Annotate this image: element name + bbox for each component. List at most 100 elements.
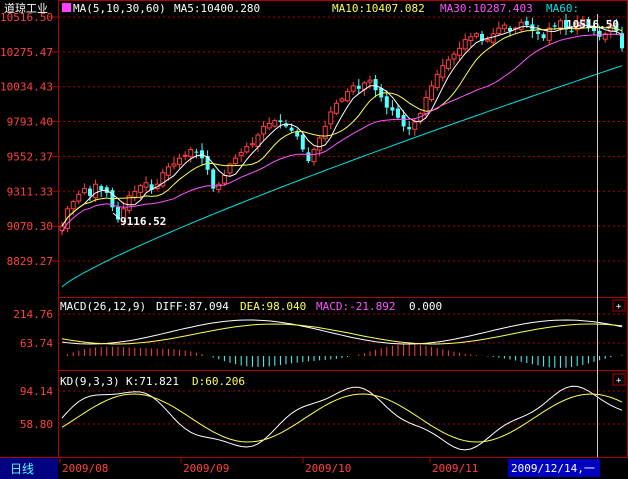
period-button-label: 日线 [10,462,34,476]
x-tick-label: 2009/10 [305,462,351,475]
candle-down [586,18,591,29]
candle-up [65,208,71,229]
candle-down [373,79,378,91]
candle-up [81,188,87,194]
candle-down [300,134,305,150]
candle-up [182,154,188,157]
kd-title: KD(9,3,3) [60,375,120,388]
y-tick-label: 10034.43 [0,81,53,94]
candle-up [261,125,267,135]
candle-up [177,157,183,165]
ma30-line [61,33,623,233]
candle-down [407,127,412,130]
index-name: 道琼工业 [4,1,48,15]
y-tick-label: 58.80 [20,418,53,431]
ma60-line [61,65,623,288]
candle-down [384,96,389,108]
candle-up [445,59,451,69]
candle-up [473,33,479,37]
candle-down [88,188,92,196]
candle-up [137,185,143,193]
candle-up [557,20,563,29]
candle-down [620,33,624,49]
candle-down [194,151,199,153]
candle-up [468,36,474,42]
candle-down [278,120,283,123]
macd-diff-line [61,319,623,345]
candle-down [480,33,484,42]
candle-down [401,114,406,127]
plus-icon: + [616,302,622,312]
candle-up [434,73,440,89]
candle-up [70,201,76,210]
candle-up [126,195,132,211]
candle-up [165,166,171,176]
candle-up [255,134,261,147]
candle-up [317,137,323,151]
y-tick-label: 9311.33 [7,185,53,198]
macd-dea: DEA:98.040 [240,300,306,313]
candle-up [93,183,99,199]
candle-down [597,30,602,37]
y-tick-label: 8829.27 [7,255,53,268]
candle-up [367,79,373,83]
candle-up [333,102,339,114]
macd-expand-button[interactable]: + [612,299,626,312]
y-tick-label: 63.74 [20,337,53,350]
candle-up [457,47,463,56]
ma30-value: MA30:10287.403 [440,2,533,15]
cursor-date-box [508,459,600,477]
candle-up [188,149,194,158]
candle-up [233,157,239,164]
kd-k: K:71.821 [126,375,179,388]
candle-down [116,207,120,220]
candle-down [508,27,512,31]
candle-up [546,27,552,41]
y-tick-label: 10275.47 [0,46,53,59]
candle-up [311,149,317,163]
low-annotation: 9116.52 [120,215,166,228]
x-tick-label: 2009/08 [62,462,108,475]
candle-up [171,163,177,167]
candle-down [564,20,568,30]
candle-up [249,143,255,146]
candle-down [356,85,361,89]
candle-up [602,33,608,40]
candle-down [289,127,294,131]
cursor-date: 2009/12/14,一 [511,462,595,475]
candle-up [160,172,166,187]
candle-down [295,131,300,137]
candle-up [244,146,250,153]
candle-up [501,24,507,30]
macd-zero: 0.000 [409,300,442,313]
y-tick-label: 94.14 [20,385,53,398]
ma-legend-icon [62,3,71,12]
candle-down [99,186,104,191]
candle-down [211,169,216,189]
kd-expand-button[interactable]: + [612,373,626,386]
plus-icon: + [616,376,622,386]
candle-down [592,26,596,31]
candle-up [221,175,227,184]
candle-down [284,124,288,127]
kd-d-line [61,393,623,443]
ma-label: MA(5,10,30,60) [73,2,166,15]
candle-up [238,151,244,156]
candle-down [390,107,395,111]
period-button[interactable] [0,458,58,479]
candle-up [266,122,272,129]
candle-up [345,91,351,102]
y-tick-label: 9793.40 [7,116,53,129]
macd-dea-line [61,323,623,345]
candle-up [350,85,356,92]
macd-diff: DIFF:87.094 [156,300,229,313]
high-annotation: 10516.50 [566,18,619,31]
candle-down [306,152,311,162]
candle-up [121,208,127,222]
candle-up [143,182,149,188]
candle-up [272,120,278,127]
y-tick-label: 214.76 [13,308,53,321]
candle-up [339,98,345,102]
